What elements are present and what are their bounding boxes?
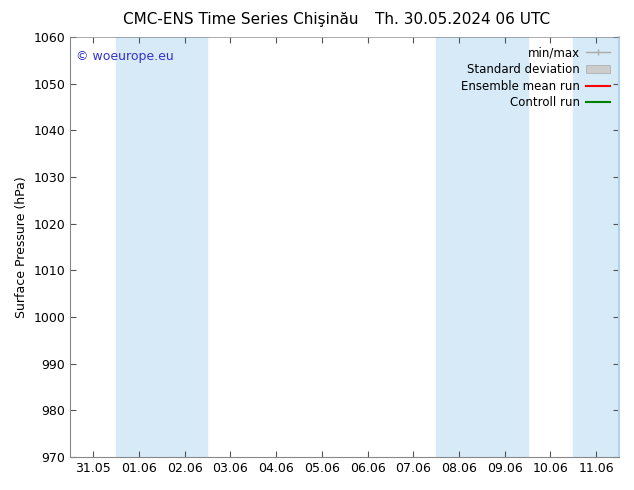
Bar [116, 37, 207, 457]
Bar [573, 37, 619, 457]
Text: © woeurope.eu: © woeurope.eu [76, 50, 174, 63]
Legend: min/max, Standard deviation, Ensemble mean run, Controll run: min/max, Standard deviation, Ensemble me… [458, 43, 613, 113]
Text: Th. 30.05.2024 06 UTC: Th. 30.05.2024 06 UTC [375, 12, 550, 27]
Bar [436, 37, 527, 457]
Y-axis label: Surface Pressure (hPa): Surface Pressure (hPa) [15, 176, 28, 318]
Text: CMC-ENS Time Series Chişinău: CMC-ENS Time Series Chişinău [123, 12, 359, 27]
